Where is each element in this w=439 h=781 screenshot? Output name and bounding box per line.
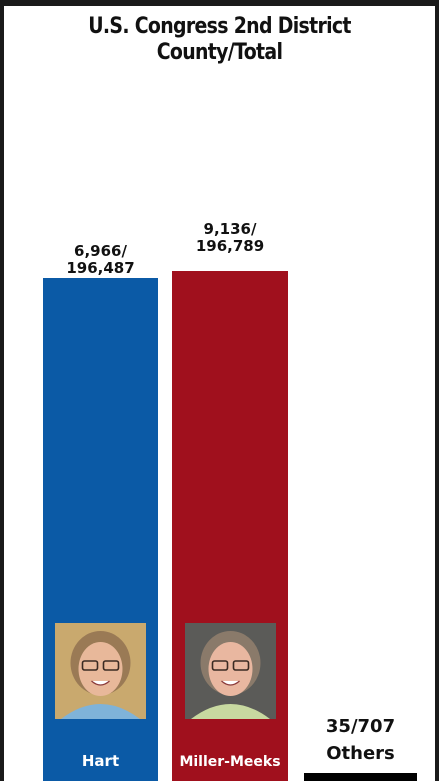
bar-label-hart: Hart	[82, 752, 119, 770]
bar-chart: 6,966/196,487 9,136/196,789 Hart Miller-Mee…	[43, 220, 417, 781]
bar-others	[304, 773, 417, 781]
value-label-hart: 6,966/196,487	[66, 242, 134, 277]
bar-label-miller-meeks: Miller-Meeks	[179, 754, 280, 770]
bar-label-others: Others	[326, 743, 395, 764]
miller-meeks-photo	[185, 623, 276, 719]
chart-title: U.S. Congress 2nd District County/Total	[34, 14, 405, 66]
chart-title-line-1: U.S. Congress 2nd District	[88, 14, 351, 39]
chart-title-line-2: County/Total	[156, 40, 283, 65]
value-label-miller-meeks: 9,136/196,789	[196, 220, 264, 255]
hart-photo	[55, 623, 146, 719]
value-label-others: 35/707	[326, 716, 395, 737]
